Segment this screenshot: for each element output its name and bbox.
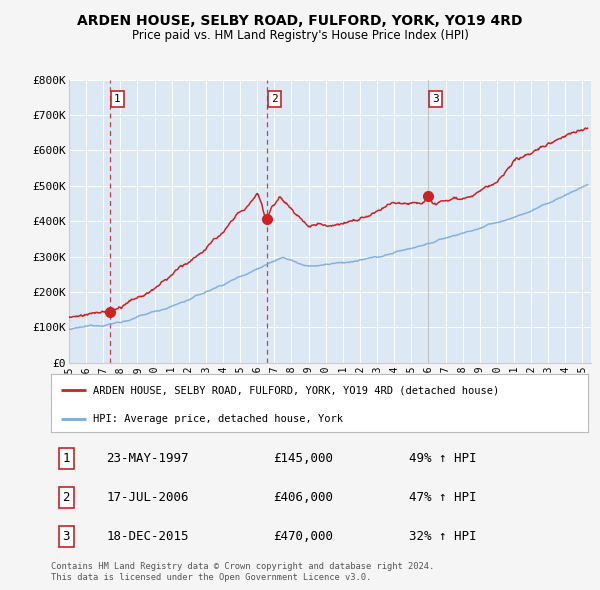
Text: 47% ↑ HPI: 47% ↑ HPI	[409, 491, 477, 504]
Text: £145,000: £145,000	[274, 452, 334, 465]
Text: 2: 2	[62, 491, 70, 504]
Text: ARDEN HOUSE, SELBY ROAD, FULFORD, YORK, YO19 4RD (detached house): ARDEN HOUSE, SELBY ROAD, FULFORD, YORK, …	[93, 385, 499, 395]
Text: 1: 1	[62, 452, 70, 465]
Text: HPI: Average price, detached house, York: HPI: Average price, detached house, York	[93, 414, 343, 424]
Text: £470,000: £470,000	[274, 530, 334, 543]
Text: 17-JUL-2006: 17-JUL-2006	[106, 491, 189, 504]
Text: 18-DEC-2015: 18-DEC-2015	[106, 530, 189, 543]
Text: This data is licensed under the Open Government Licence v3.0.: This data is licensed under the Open Gov…	[51, 572, 371, 582]
Text: 3: 3	[62, 530, 70, 543]
Text: 23-MAY-1997: 23-MAY-1997	[106, 452, 189, 465]
Text: 1: 1	[114, 94, 121, 104]
Text: 32% ↑ HPI: 32% ↑ HPI	[409, 530, 477, 543]
Text: 49% ↑ HPI: 49% ↑ HPI	[409, 452, 477, 465]
Text: Price paid vs. HM Land Registry's House Price Index (HPI): Price paid vs. HM Land Registry's House …	[131, 29, 469, 42]
Text: ARDEN HOUSE, SELBY ROAD, FULFORD, YORK, YO19 4RD: ARDEN HOUSE, SELBY ROAD, FULFORD, YORK, …	[77, 14, 523, 28]
Text: 3: 3	[432, 94, 439, 104]
Text: 2: 2	[271, 94, 278, 104]
Text: £406,000: £406,000	[274, 491, 334, 504]
Text: Contains HM Land Registry data © Crown copyright and database right 2024.: Contains HM Land Registry data © Crown c…	[51, 562, 434, 571]
